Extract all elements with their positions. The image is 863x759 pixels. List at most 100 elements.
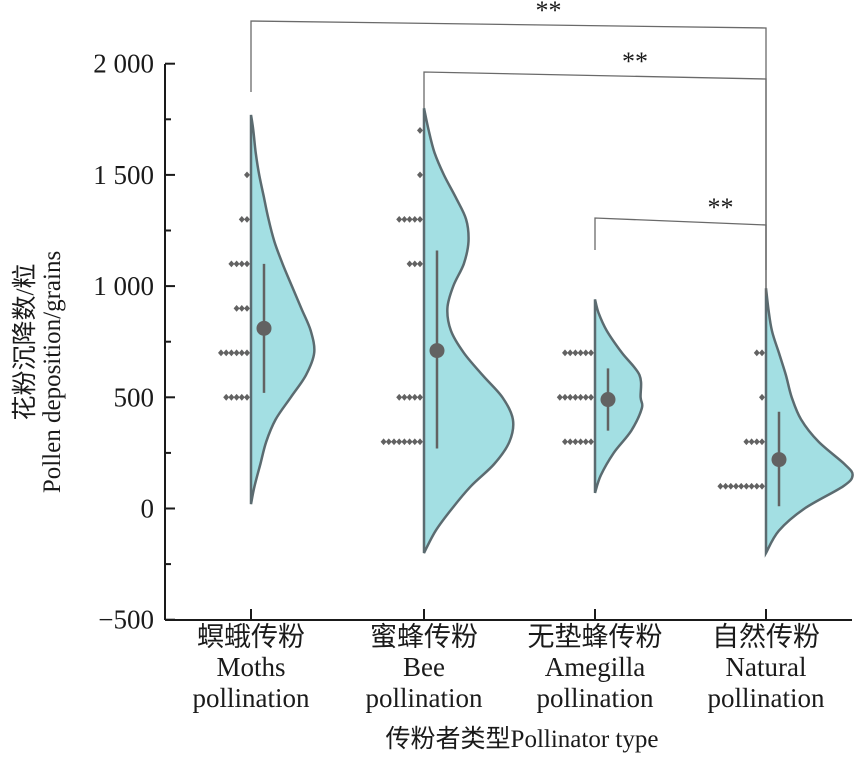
data-point-bee xyxy=(417,215,423,223)
y-tick-label: 2 000 xyxy=(93,49,154,79)
significance-label-bee: ** xyxy=(622,47,648,76)
significance-brackets: ** ** ** xyxy=(250,0,767,296)
data-point-amegilla xyxy=(588,349,594,357)
significance-label-amegilla: ** xyxy=(708,193,734,222)
data-point-amegilla xyxy=(567,349,574,357)
x-ticks: 螟蛾传粉Mothspollination蜜蜂传粉Beepollination无垫… xyxy=(193,609,825,713)
data-point-natural xyxy=(733,482,739,490)
data-point-moths xyxy=(223,393,230,401)
x-tick-label-en-natural: pollination xyxy=(708,683,825,713)
data-point-moths xyxy=(218,349,224,357)
data-point-bee xyxy=(406,393,413,401)
data-point-moths xyxy=(238,349,245,357)
data-point-bee xyxy=(401,438,408,446)
mean-point-moths xyxy=(256,320,272,336)
data-point-natural xyxy=(759,349,765,357)
data-point-natural xyxy=(753,482,760,490)
data-point-bee xyxy=(396,393,403,401)
data-point-amegilla xyxy=(588,438,594,446)
data-point-moths xyxy=(228,393,235,401)
significance-bracket-bee xyxy=(423,71,767,296)
data-point-amegilla xyxy=(572,349,579,357)
data-point-moths xyxy=(244,215,250,223)
x-tick-label-en-amegilla: pollination xyxy=(537,683,654,713)
data-point-bee xyxy=(411,393,418,401)
data-point-amegilla xyxy=(562,438,568,446)
data-point-bee xyxy=(417,171,423,179)
data-point-natural xyxy=(748,438,755,446)
violin-bee xyxy=(422,107,515,554)
violin-natural xyxy=(764,288,854,558)
data-point-amegilla xyxy=(577,438,584,446)
x-tick-label-en-amegilla: Amegilla xyxy=(545,652,645,682)
data-point-moths xyxy=(233,349,240,357)
data-point-amegilla xyxy=(567,393,574,401)
data-point-natural xyxy=(759,482,765,490)
axis-titles: 花粉沉降数/粒 Pollen deposition/grains 传粉者类型Po… xyxy=(11,251,658,753)
data-point-moths xyxy=(233,260,240,268)
data-point-bee xyxy=(385,438,392,446)
x-tick-label-cn-natural: 自然传粉 xyxy=(712,622,820,652)
significance-bracket-moths xyxy=(250,20,767,296)
data-point-amegilla xyxy=(577,393,584,401)
data-point-bee xyxy=(411,260,418,268)
x-tick-label-en-bee: pollination xyxy=(366,683,483,713)
data-point-natural xyxy=(738,482,745,490)
data-point-amegilla xyxy=(562,393,568,401)
data-point-natural xyxy=(743,438,750,446)
data-point-natural xyxy=(753,349,760,357)
data-point-moths xyxy=(238,215,245,223)
mean-markers xyxy=(256,320,787,468)
data-point-moths xyxy=(244,171,250,179)
data-point-bee xyxy=(396,438,403,446)
x-tick-label-en-bee: Bee xyxy=(403,652,445,682)
data-point-bee xyxy=(401,215,408,223)
violin-moths xyxy=(249,114,316,505)
x-axis-title: 传粉者类型Pollinator type xyxy=(386,725,659,753)
violin-amegilla xyxy=(593,299,644,494)
data-point-moths xyxy=(228,260,235,268)
data-point-bee xyxy=(380,438,387,446)
x-tick-label-cn-moths: 螟蛾传粉 xyxy=(197,622,305,652)
data-points xyxy=(218,127,765,490)
data-point-moths xyxy=(238,393,245,401)
data-point-natural xyxy=(748,482,755,490)
y-ticks: −500 0 500 1 000 1 500 2 000 xyxy=(93,49,175,635)
significance-bracket-amegilla xyxy=(594,217,767,270)
data-point-amegilla xyxy=(556,393,563,401)
sd-whiskers xyxy=(262,250,781,507)
data-point-bee xyxy=(417,260,423,268)
data-point-amegilla xyxy=(582,438,589,446)
data-point-natural xyxy=(759,393,765,401)
data-point-moths xyxy=(233,304,240,312)
data-point-amegilla xyxy=(572,393,579,401)
y-tick-label: 1 500 xyxy=(93,160,154,190)
data-point-amegilla xyxy=(588,393,594,401)
x-tick-label-en-moths: pollination xyxy=(193,683,310,713)
y-tick-label: 500 xyxy=(114,382,155,412)
mean-point-amegilla xyxy=(600,392,616,408)
data-point-natural xyxy=(722,482,729,490)
y-tick-label: 1 000 xyxy=(93,271,154,301)
data-point-bee xyxy=(401,393,408,401)
data-point-natural xyxy=(743,482,750,490)
data-point-bee xyxy=(406,260,413,268)
significance-label-moths: ** xyxy=(536,0,562,25)
data-point-bee xyxy=(406,438,413,446)
data-point-bee xyxy=(406,215,413,223)
data-point-bee xyxy=(396,215,403,223)
data-point-amegilla xyxy=(577,349,584,357)
data-point-bee xyxy=(417,438,423,446)
data-point-moths xyxy=(238,260,245,268)
data-point-bee xyxy=(391,438,397,446)
data-point-amegilla xyxy=(562,349,568,357)
data-point-bee xyxy=(411,215,418,223)
mean-point-bee xyxy=(429,343,445,359)
data-point-moths xyxy=(244,393,250,401)
data-point-moths xyxy=(228,349,235,357)
data-point-bee xyxy=(411,438,418,446)
data-point-amegilla xyxy=(567,438,574,446)
data-point-natural xyxy=(717,482,724,490)
x-tick-label-en-moths: Moths xyxy=(216,652,285,682)
data-point-bee xyxy=(417,393,423,401)
